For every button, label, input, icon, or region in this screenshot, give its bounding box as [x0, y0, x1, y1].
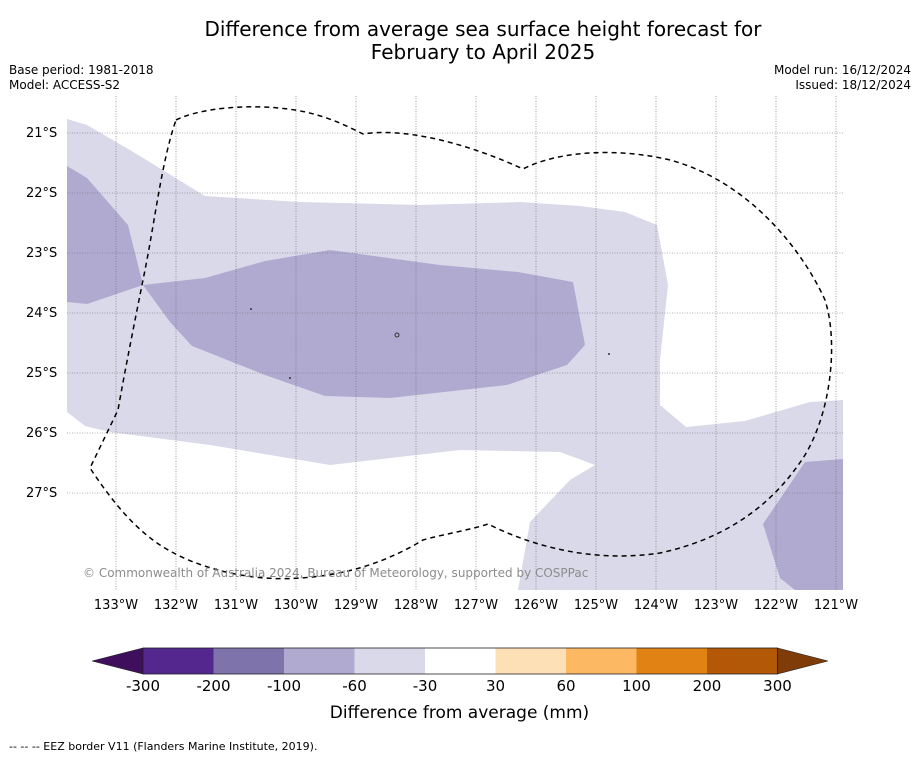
colorbar-tick-label: -100	[266, 677, 302, 695]
colorbar-tick-label: 60	[556, 677, 576, 695]
eez-legend-note: -- -- -- EEZ border V11 (Flanders Marine…	[9, 740, 318, 753]
colorbar-tick-label: 200	[692, 677, 722, 695]
colorbar-extend-high	[777, 647, 829, 675]
base-info: Base period: 1981-2018 Model: ACCESS-S2	[9, 63, 154, 93]
colorbar-swatch	[213, 648, 284, 674]
lon-label: 133°W	[93, 598, 139, 613]
lat-label: 24°S	[26, 306, 58, 321]
colorbar-tick-label: -60	[342, 677, 367, 695]
colorbar-swatch	[354, 648, 425, 674]
title-line-2: February to April 2025	[370, 40, 596, 64]
colorbar-extend-low	[91, 647, 144, 675]
lat-label: 26°S	[26, 426, 58, 441]
anomaly-region-dark-west	[67, 166, 143, 304]
lon-label: 129°W	[333, 598, 379, 613]
model-run: Model run: 16/12/2024	[773, 63, 911, 77]
lon-label: 122°W	[753, 598, 799, 613]
lat-label: 27°S	[26, 486, 58, 501]
lon-label: 121°W	[813, 598, 859, 613]
colorbar-tick-label: -200	[196, 677, 231, 695]
colorbar-swatch	[707, 648, 778, 674]
base-period: Base period: 1981-2018	[9, 63, 154, 77]
copyright-note: © Commonwealth of Australia 2024, Bureau…	[83, 566, 589, 580]
colorbar-tick-label: 30	[485, 677, 506, 695]
lat-label: 23°S	[26, 246, 58, 261]
colorbar-tick-label: 300	[763, 677, 792, 695]
colorbar-tick-label: -30	[412, 677, 438, 695]
graticule	[67, 96, 843, 590]
lat-label: 21°S	[26, 126, 58, 141]
chart-title: Difference from average sea surface heig…	[0, 18, 919, 64]
colorbar-swatch	[425, 648, 496, 674]
colorbar-tick-label: 100	[622, 677, 651, 695]
colorbar-title: Difference from average (mm)	[329, 703, 590, 723]
island-dot	[608, 353, 610, 355]
anomaly-region-dark-central	[143, 250, 585, 398]
island-dot	[394, 332, 400, 338]
island-dot	[250, 308, 252, 310]
lon-label: 123°W	[693, 598, 739, 613]
lon-label: 127°W	[453, 598, 499, 613]
anomaly-region-dark-southeast	[763, 459, 843, 590]
issued-date: Issued: 18/12/2024	[795, 78, 911, 92]
lon-label: 124°W	[633, 598, 679, 613]
lon-label: 131°W	[213, 598, 259, 613]
lon-label: 130°W	[273, 598, 319, 613]
eez-border	[89, 106, 833, 580]
lon-label: 128°W	[393, 598, 439, 613]
colorbar	[91, 647, 829, 675]
colorbar-tick-label: -300	[125, 677, 161, 695]
colorbar-outline	[142, 647, 778, 675]
lat-label: 22°S	[26, 186, 58, 201]
colorbar-swatch	[566, 648, 637, 674]
colorbar-swatch	[284, 648, 355, 674]
lon-label: 126°W	[513, 598, 559, 613]
colorbar-swatch	[143, 648, 214, 674]
model-name: Model: ACCESS-S2	[9, 78, 121, 92]
lon-label: 132°W	[153, 598, 199, 613]
title-line-1: Difference from average sea surface heig…	[204, 17, 762, 41]
colorbar-swatch	[495, 648, 566, 674]
island-dot	[289, 377, 291, 379]
colorbar-swatch	[636, 648, 707, 674]
lon-label: 125°W	[573, 598, 619, 613]
run-info: Model run: 16/12/2024 Issued: 18/12/2024	[774, 63, 911, 93]
lat-label: 25°S	[26, 366, 58, 381]
